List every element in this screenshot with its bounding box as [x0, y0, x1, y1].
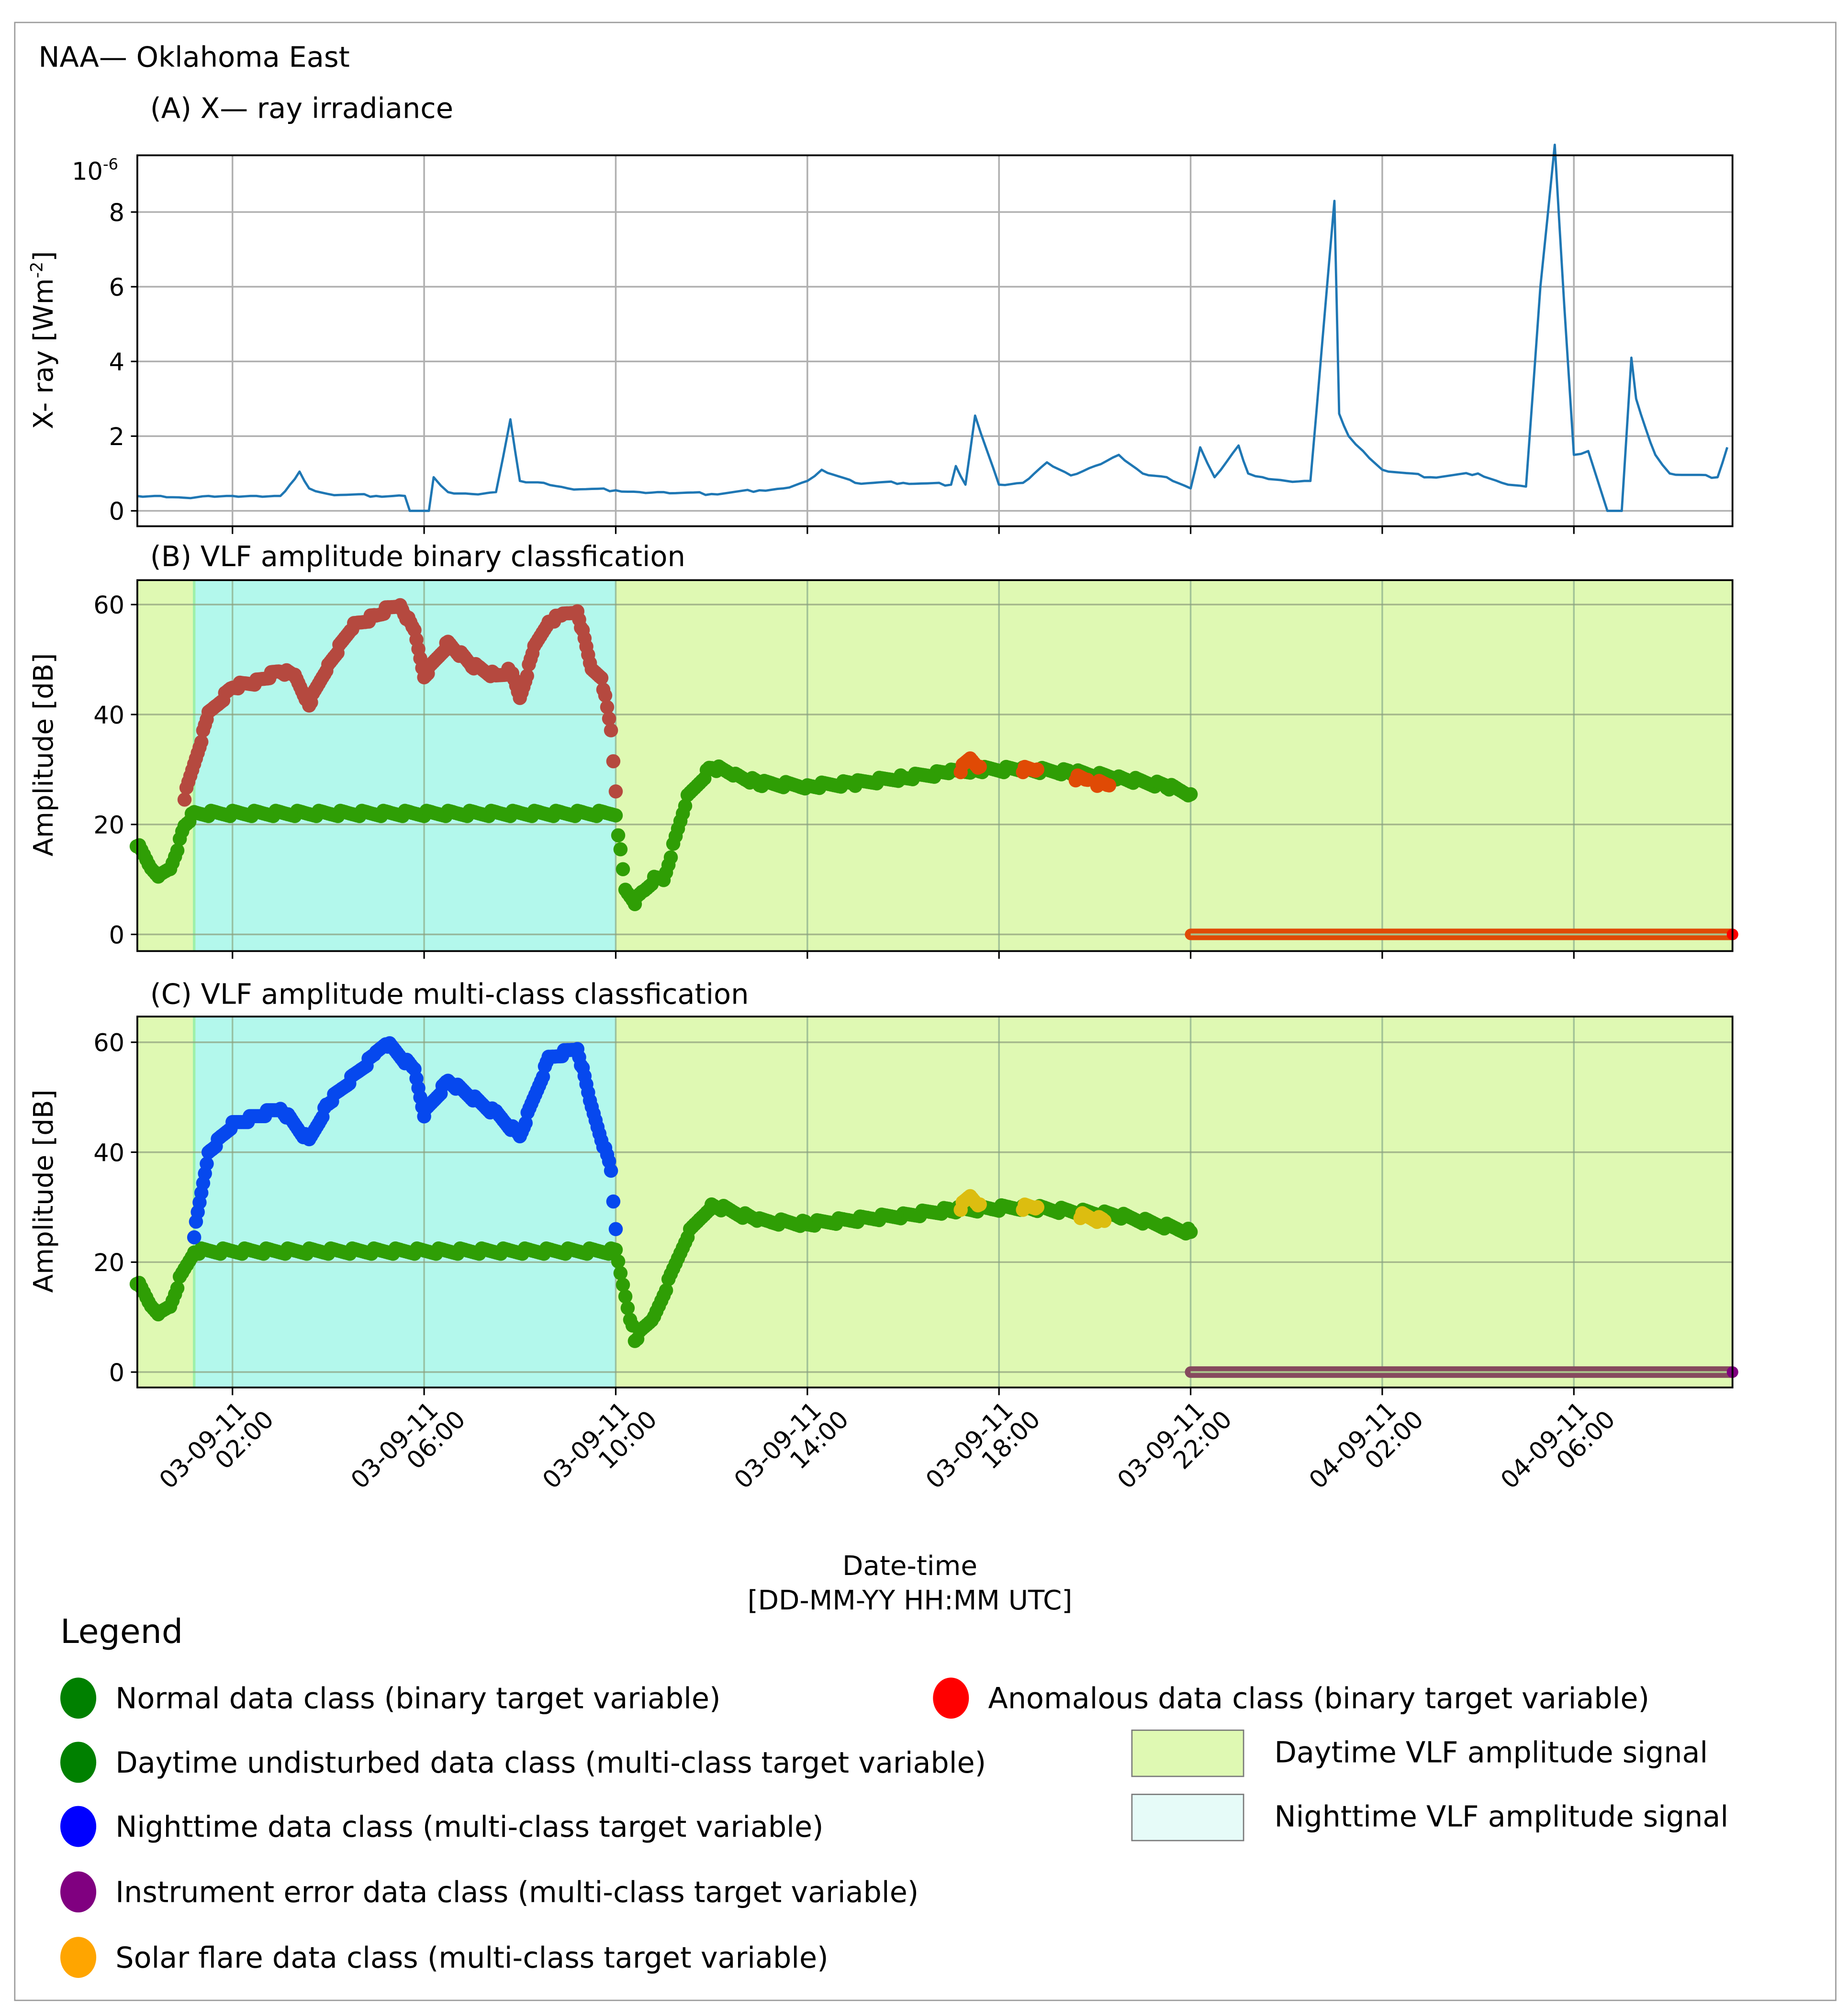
legend-item: Daytime VLF amplitude signal — [1131, 1729, 1708, 1777]
legend: Legend Normal data class (binary target … — [60, 1612, 1728, 1978]
y-tick-label: 0 — [109, 921, 124, 949]
legend-marker-icon — [933, 1677, 969, 1719]
legend-items: Normal data class (binary target variabl… — [60, 1677, 1728, 1978]
panel-a-grid — [137, 155, 1733, 526]
panel-a-ticks: 0 2 4 6 8 — [109, 199, 1575, 534]
legend-label: Nighttime data class (multi-class target… — [115, 1810, 823, 1844]
y-tick-label: 0 — [109, 1359, 124, 1387]
panel-b-day-night-spans — [136, 580, 1733, 951]
legend-item: Instrument error data class (multi-class… — [60, 1871, 918, 1913]
panel-c-ticks: 0 20 40 60 — [93, 1029, 1575, 1396]
x-axis-label: Date-time — [842, 1551, 977, 1582]
y-tick-label: 8 — [109, 199, 124, 227]
panel-c-multiclass-chart: 0 20 40 60 Amplitude [dB] — [28, 1016, 1738, 1396]
y-tick-label: 20 — [93, 1249, 124, 1277]
xray-irradiance-line — [136, 144, 1729, 512]
panel-b-ticks: 0 20 40 60 — [93, 592, 1575, 959]
legend-item: Daytime undisturbed data class (multi-cl… — [60, 1742, 986, 1783]
x-axis-label-units: [DD-MM-YY HH:MM UTC] — [748, 1585, 1073, 1616]
panel-b-binary-chart: 0 20 40 60 Amplitude [dB] — [28, 579, 1738, 959]
y-tick-label: 2 — [109, 423, 124, 451]
legend-label: Instrument error data class (multi-class… — [115, 1876, 918, 1910]
legend-marker-icon — [60, 1871, 97, 1913]
legend-patch-icon — [1131, 1729, 1244, 1777]
legend-item: Nighttime data class (multi-class target… — [60, 1806, 824, 1847]
station-title: NAA— Oklahoma East — [38, 40, 349, 73]
legend-marker-icon — [60, 1806, 97, 1847]
legend-item: Solar flare data class (multi-class targ… — [60, 1937, 829, 1978]
panel-a-title: (A) X— ray irradiance — [150, 92, 453, 125]
panel-a-ylabel: X- ray [Wm-2] — [27, 251, 59, 429]
legend-label: Normal data class (binary target variabl… — [115, 1682, 720, 1716]
y-tick-label: 60 — [93, 1029, 124, 1058]
legend-marker-icon — [60, 1742, 97, 1783]
panel-b-ylabel: Amplitude [dB] — [28, 653, 59, 857]
legend-label: Solar flare data class (multi-class targ… — [115, 1941, 828, 1975]
legend-label: Anomalous data class (binary target vari… — [988, 1682, 1649, 1716]
legend-item: Nighttime VLF amplitude signal — [1131, 1794, 1728, 1842]
y-tick-label: 20 — [93, 812, 124, 840]
panel-b-scatter-points — [129, 598, 1738, 940]
panel-c-day-night-spans — [136, 1016, 1733, 1388]
panel-c-axes-box — [136, 1016, 1734, 1389]
panel-c-title: (C) VLF amplitude multi-class classficat… — [150, 977, 749, 1010]
panel-b-axes-box — [136, 579, 1734, 952]
legend-marker-icon — [60, 1677, 97, 1719]
panel-b-grid — [137, 580, 1733, 951]
panel-b-title: (B) VLF amplitude binary classfication — [150, 540, 685, 573]
figure-border — [14, 22, 1837, 2001]
y-tick-label: 60 — [93, 592, 124, 620]
legend-item: Anomalous data class (binary target vari… — [933, 1677, 1649, 1719]
y-tick-label: 6 — [109, 274, 124, 302]
legend-title: Legend — [60, 1612, 183, 1651]
y-tick-label: 40 — [93, 1139, 124, 1167]
y-tick-label: 4 — [109, 348, 124, 377]
panel-c-scatter-points — [129, 1036, 1738, 1378]
panel-a-offset-label: 10-6 — [72, 155, 118, 186]
panel-a-xray-chart: 0 2 4 6 8 10-6 X- ray [Wm-2] — [27, 144, 1734, 534]
legend-patch-icon — [1131, 1794, 1244, 1842]
legend-label: Daytime undisturbed data class (multi-cl… — [115, 1746, 986, 1780]
y-tick-label: 40 — [93, 702, 124, 730]
legend-marker-icon — [60, 1937, 97, 1978]
y-tick-label: 0 — [109, 498, 124, 526]
panel-c-ylabel: Amplitude [dB] — [28, 1090, 59, 1293]
panel-a-axes-box — [136, 154, 1734, 527]
legend-label: Nighttime VLF amplitude signal — [1274, 1800, 1728, 1833]
legend-label: Daytime VLF amplitude signal — [1274, 1736, 1708, 1769]
legend-item: Normal data class (binary target variabl… — [60, 1677, 721, 1719]
